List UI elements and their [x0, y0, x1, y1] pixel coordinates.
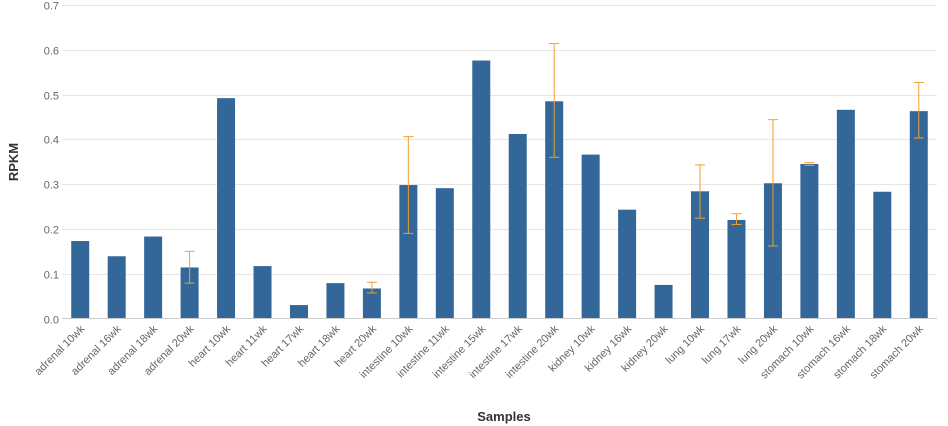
- y-tick-label: 0.7: [44, 1, 59, 13]
- x-axis-title: Samples: [477, 409, 530, 424]
- bar: [289, 305, 308, 319]
- error-bar: [549, 43, 560, 158]
- bar: [618, 209, 637, 319]
- y-tick-label: 0.1: [44, 270, 59, 282]
- y-tick-label: 0.3: [44, 180, 59, 192]
- y-axis-title: RPKM: [6, 143, 21, 181]
- y-tick-label: 0.0: [44, 315, 59, 327]
- bar: [691, 191, 710, 319]
- error-bar: [403, 136, 414, 234]
- bar: [727, 219, 746, 319]
- error-bar: [366, 281, 377, 294]
- y-tick-label: 0.5: [44, 91, 59, 103]
- bar: [399, 185, 418, 319]
- bar: [180, 267, 199, 319]
- bar: [836, 109, 855, 319]
- y-tick-label: 0.4: [44, 135, 59, 147]
- bar: [800, 163, 819, 319]
- bar: [581, 154, 600, 319]
- bar: [763, 183, 782, 319]
- bar: [253, 266, 272, 319]
- error-bar: [731, 213, 742, 225]
- bar: [326, 283, 345, 319]
- bar: [362, 288, 381, 319]
- error-bar: [804, 162, 815, 166]
- bar: [435, 188, 454, 319]
- bar: [873, 191, 892, 319]
- bar: [909, 111, 928, 319]
- bar: [217, 98, 236, 319]
- y-tick-label: 0.6: [44, 46, 59, 58]
- bar: [144, 236, 163, 319]
- bar: [545, 101, 564, 319]
- y-tick-label: 0.2: [44, 225, 59, 237]
- bar: [472, 60, 491, 319]
- error-bars: [184, 43, 924, 294]
- error-bar: [184, 250, 195, 284]
- error-bar: [767, 119, 778, 247]
- error-bar: [913, 81, 924, 139]
- bar: [654, 284, 673, 319]
- bar: [71, 241, 90, 319]
- bars: [71, 60, 928, 319]
- bar: [508, 133, 527, 319]
- gridlines: [62, 5, 937, 275]
- error-bar: [695, 164, 706, 219]
- y-axis-ticks: 0.0 0.1 0.2 0.3 0.4 0.5 0.6 0.7: [44, 1, 59, 327]
- bar: [107, 256, 126, 319]
